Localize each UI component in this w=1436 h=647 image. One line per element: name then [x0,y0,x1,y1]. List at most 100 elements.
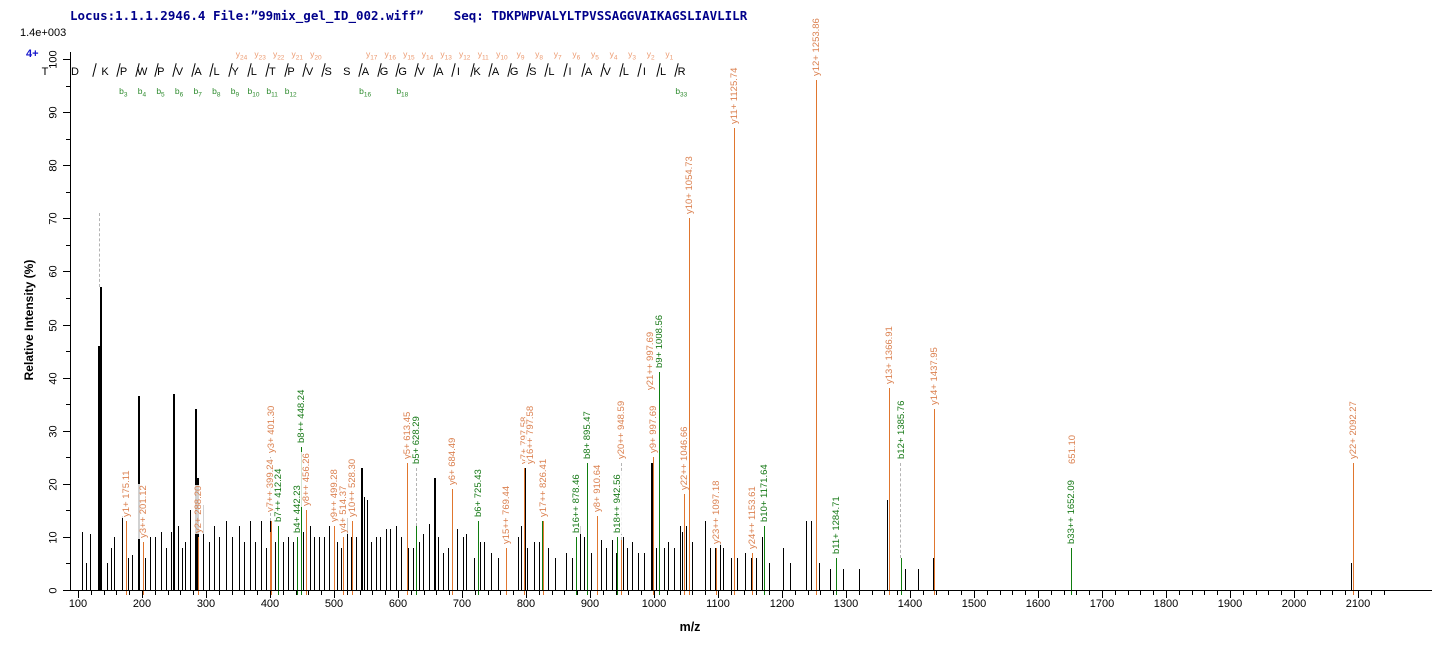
peak [616,552,617,590]
peak [623,536,624,590]
x-axis-tick [1307,591,1308,595]
x-axis-tick [859,591,860,595]
ladder-b-ion-label: b5 [156,86,165,99]
peak [737,558,738,590]
x-axis-tick [347,591,348,595]
x-axis-tick [539,591,540,595]
y-axis-tick-label: 80 [47,159,60,172]
peak-axis-marker [901,591,902,595]
peak [463,536,464,590]
y-axis-tick [66,404,70,406]
peak [887,499,888,590]
peak [606,547,607,590]
sequence-residue: T [269,66,276,78]
ladder-y-ion-label: y13 [440,49,452,62]
x-axis-tick [1204,591,1205,595]
y-axis-tick [63,430,70,432]
y-axis-tick [63,324,70,326]
x-axis-tick [1128,591,1129,595]
sequence-residue: V [175,66,184,78]
ladder-y-ion-label: y4 [609,49,618,62]
ladder-y-ion-label: y2 [646,49,655,62]
x-axis-tick [385,591,386,595]
x-axis-tick [641,591,642,595]
max-intensity-label: 1.4e+003 [20,27,67,39]
x-axis-tick [923,591,924,595]
x-axis-tick-label: 1600 [1025,598,1051,610]
peak [324,536,325,590]
spectrum-header: Locus:1.1.1.2946.4 File:”99mix_gel_ID_00… [70,8,747,23]
peak [806,520,807,590]
peak-axis-marker [734,591,735,595]
y-axis-tick-label: 30 [47,425,60,438]
peak-label: b5+ 628.29 [411,415,423,465]
peak [484,542,485,590]
x-axis-tick-label: 100 [68,598,88,610]
sequence-residue: L [213,66,220,78]
peak [214,526,215,590]
peak [656,547,657,590]
peak [232,536,233,590]
peak [283,542,284,590]
ladder-y-ion-label: y3 [628,49,637,62]
sequence-residue: A [584,66,593,78]
peak [209,542,210,590]
labeled-peak [506,547,507,590]
ladder-b-ion-label: b4 [137,86,147,99]
peak-label: y1+ 175.11 [121,469,133,518]
sequence-label: Seq: TDKPWPVALYLTPVSSAGGVAIKAGSLIAVLILR [453,8,748,23]
sequence-residue: V [417,66,425,78]
peak [539,542,540,590]
ladder-b-ion-label: b9 [230,86,240,99]
x-axis-tick [500,591,501,595]
peak [466,534,467,590]
peak-axis-marker [143,591,144,595]
peak [364,497,365,590]
peak [584,536,585,590]
x-axis-tick [577,591,578,595]
x-axis-tick [1320,591,1321,595]
y-axis-tick [63,536,70,538]
x-axis-tick [692,591,693,595]
peak [783,547,784,590]
peak [128,558,129,590]
peak [580,526,581,590]
peak [627,547,628,590]
peak [664,547,665,590]
peak [413,547,414,590]
sequence-residue: L [548,66,555,78]
sequence-residue: A [436,66,444,78]
y-axis-tick [63,483,70,485]
x-axis-tick [116,591,117,595]
peak [408,547,409,590]
x-axis-tick [513,591,514,595]
peak [341,547,342,590]
x-axis-tick [91,591,92,595]
x-axis-tick [1089,591,1090,595]
x-axis-tick [884,591,885,595]
peak-axis-marker [816,591,817,595]
labeled-peak [587,462,588,590]
labeled-peak [684,494,685,590]
x-axis-tick [78,591,79,598]
sequence-residue: G [379,66,389,78]
peak [668,542,669,590]
x-axis-tick [1153,591,1154,595]
peak [185,542,186,590]
peak-axis-marker [1353,591,1354,595]
x-axis-tick [705,591,706,595]
peak [386,528,387,590]
peak [145,558,146,590]
peak-axis-marker [716,591,717,595]
labeled-peak [143,542,144,590]
peak-axis-marker [352,591,353,595]
peak [390,528,391,590]
peak-label: 651.10 [1066,433,1078,465]
peak-label: y10++ 528.30 [347,457,359,518]
sequence-residue: P [157,66,165,78]
x-axis-tick-label: 1900 [1217,598,1243,610]
ladder-y-ion-label: y10 [496,49,508,62]
peak [266,547,267,590]
peak-label: y21++ 997.69 [644,330,656,391]
peak [534,542,535,590]
